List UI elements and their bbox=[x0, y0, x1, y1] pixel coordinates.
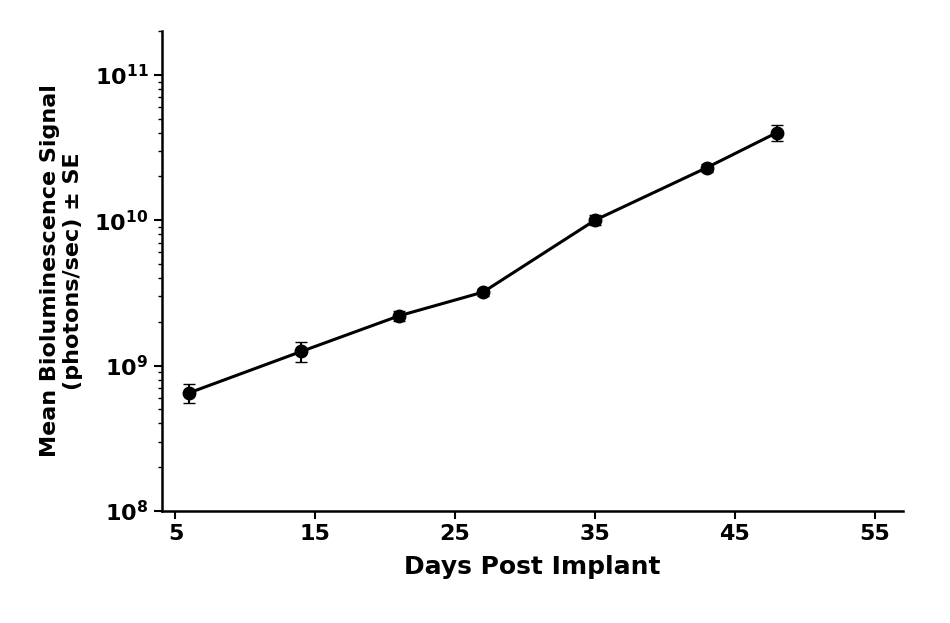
X-axis label: Days Post Implant: Days Post Implant bbox=[404, 555, 660, 579]
Y-axis label: Mean Bioluminescence Signal
(photons/sec) ± SE: Mean Bioluminescence Signal (photons/sec… bbox=[40, 85, 84, 457]
